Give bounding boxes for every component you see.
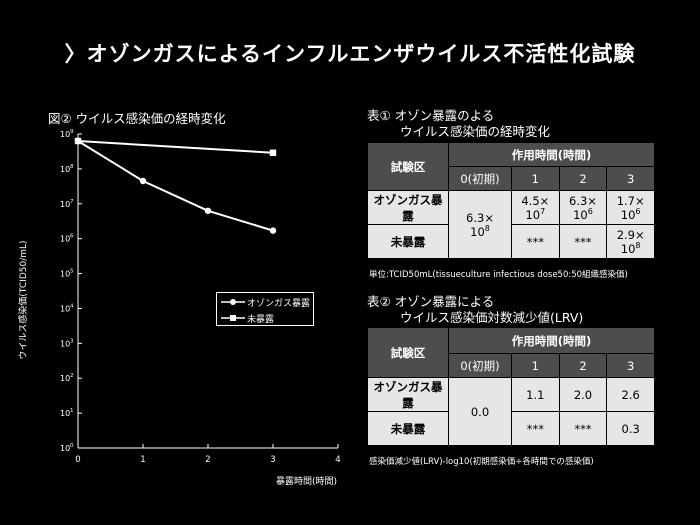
table1-header-group: 試験区 [367,142,449,191]
legend-circle-marker-icon [221,299,245,305]
table2-cell: 1.1 [511,377,560,412]
chart-title: 図② ウイルス感染価の経時変化 [48,111,226,126]
table2-row-label-control: 未暴露 [367,411,449,446]
x-axis-label: 暴露時間(時間) [276,477,338,487]
y-tick-exponent: 7 [70,199,74,205]
y-tick-label: 10 [60,409,70,418]
table2-note: 感染価減少値(LRV)-log10(初期感染価÷各時間での感染価) [369,457,594,467]
y-tick-exponent: 6 [70,234,74,240]
y-tick-label: 10 [60,165,70,174]
y-tick-exponent: 0 [70,443,74,449]
y-axis-label: ウイルス感染価(TCID50/mL) [19,240,29,360]
x-tick-label: 4 [335,455,340,465]
table1-cell: 2.9× 108 [606,224,655,259]
legend-item-control: 未暴露 [217,311,313,325]
y-tick-exponent: 9 [70,129,74,135]
y-tick-label: 10 [60,130,70,139]
y-tick-exponent: 8 [70,164,74,170]
y-tick-exponent: 4 [70,303,74,309]
table2-row-label-ozone: オゾンガス暴露 [367,377,449,412]
table1-cell: *** [558,224,608,259]
legend-label-control: 未暴露 [247,315,275,325]
y-tick-exponent: 2 [70,373,74,379]
table2-col-0: 0(初期) [448,353,512,378]
table1-title-line1: 表① オゾン暴露のよる [367,108,495,123]
table2-header-group: 試験区 [367,327,449,378]
table2-title-line2: ウイルス感染価対数減少値(LRV) [400,310,584,325]
table1-cell: 4.5× 107 [511,190,560,225]
table2-title-line1: 表② オゾン暴露による [367,294,495,309]
series-line-1 [77,140,274,154]
table2-cell: *** [558,411,608,446]
table2-col-1: 1 [511,353,560,378]
y-tick-label: 10 [60,339,70,348]
table2-title: 表② オゾン暴露による ウイルス感染価対数減少値(LRV) [367,294,583,326]
legend-item-ozone: オゾンガス暴露 [217,295,313,309]
table1-cell: 1.7× 106 [606,190,655,225]
table2: 試験区 作用時間(時間) 0(初期) 1 2 3 オゾンガス暴露 0.0 1.1… [367,327,655,446]
page-title: 〉オゾンガスによるインフルエンザウイルス不活性化試験 [64,42,636,66]
table2-cell: *** [511,411,560,446]
table2-cell: 2.6 [606,377,655,412]
table1-col-0: 0(初期) [448,166,512,191]
table1-header-time: 作用時間(時間) [448,142,655,167]
table2-col-3: 3 [606,353,655,378]
table1-title-line2: ウイルス感染価の経時変化 [400,124,551,139]
table1-col-1: 1 [511,166,560,191]
data-point [269,227,277,234]
series-line-0 [77,140,274,232]
legend-square-marker-icon [221,315,245,321]
table1-row-label-ozone: オゾンガス暴露 [367,190,449,225]
x-tick-label: 2 [205,455,210,465]
data-point [74,137,82,145]
table1-col-3: 3 [606,166,655,191]
table1-cell: *** [511,224,560,259]
y-tick-label: 10 [60,304,70,313]
data-point [139,177,147,185]
x-tick-label: 0 [75,455,80,465]
x-tick-label: 3 [270,455,275,465]
table1-cell: 6.3× 106 [558,190,608,225]
chart-legend: オゾンガス暴露 未暴露 [216,292,314,326]
table2-col-2: 2 [558,353,608,378]
table2-header-time: 作用時間(時間) [448,327,655,354]
data-point [269,149,277,156]
y-tick-exponent: 1 [70,408,74,414]
table1-note: 単位:TCID50mL(tissueculture infectious dos… [369,270,628,280]
legend-label-ozone: オゾンガス暴露 [247,299,311,309]
y-tick-label: 10 [60,444,70,453]
y-tick-exponent: 3 [70,338,74,344]
y-tick-label: 10 [60,374,70,383]
table1-col-2: 2 [558,166,608,191]
x-tick-label: 1 [140,455,145,465]
table1: 試験区 作用時間(時間) 0(初期) 1 2 3 オゾンガス暴露 6.3× 108… [367,142,655,259]
table2-cell: 2.0 [558,377,608,412]
y-tick-label: 10 [60,270,70,279]
table2-initial-cell: 0.0 [448,377,512,446]
table1-initial-cell: 6.3× 108 [448,190,512,259]
y-tick-label: 10 [60,235,70,244]
y-tick-label: 10 [60,200,70,209]
data-point [204,207,212,214]
y-tick-exponent: 5 [70,269,74,275]
table1-title: 表① オゾン暴露のよる ウイルス感染価の経時変化 [367,108,550,140]
table1-row-label-control: 未暴露 [367,224,449,259]
table2-cell: 0.3 [606,411,655,446]
